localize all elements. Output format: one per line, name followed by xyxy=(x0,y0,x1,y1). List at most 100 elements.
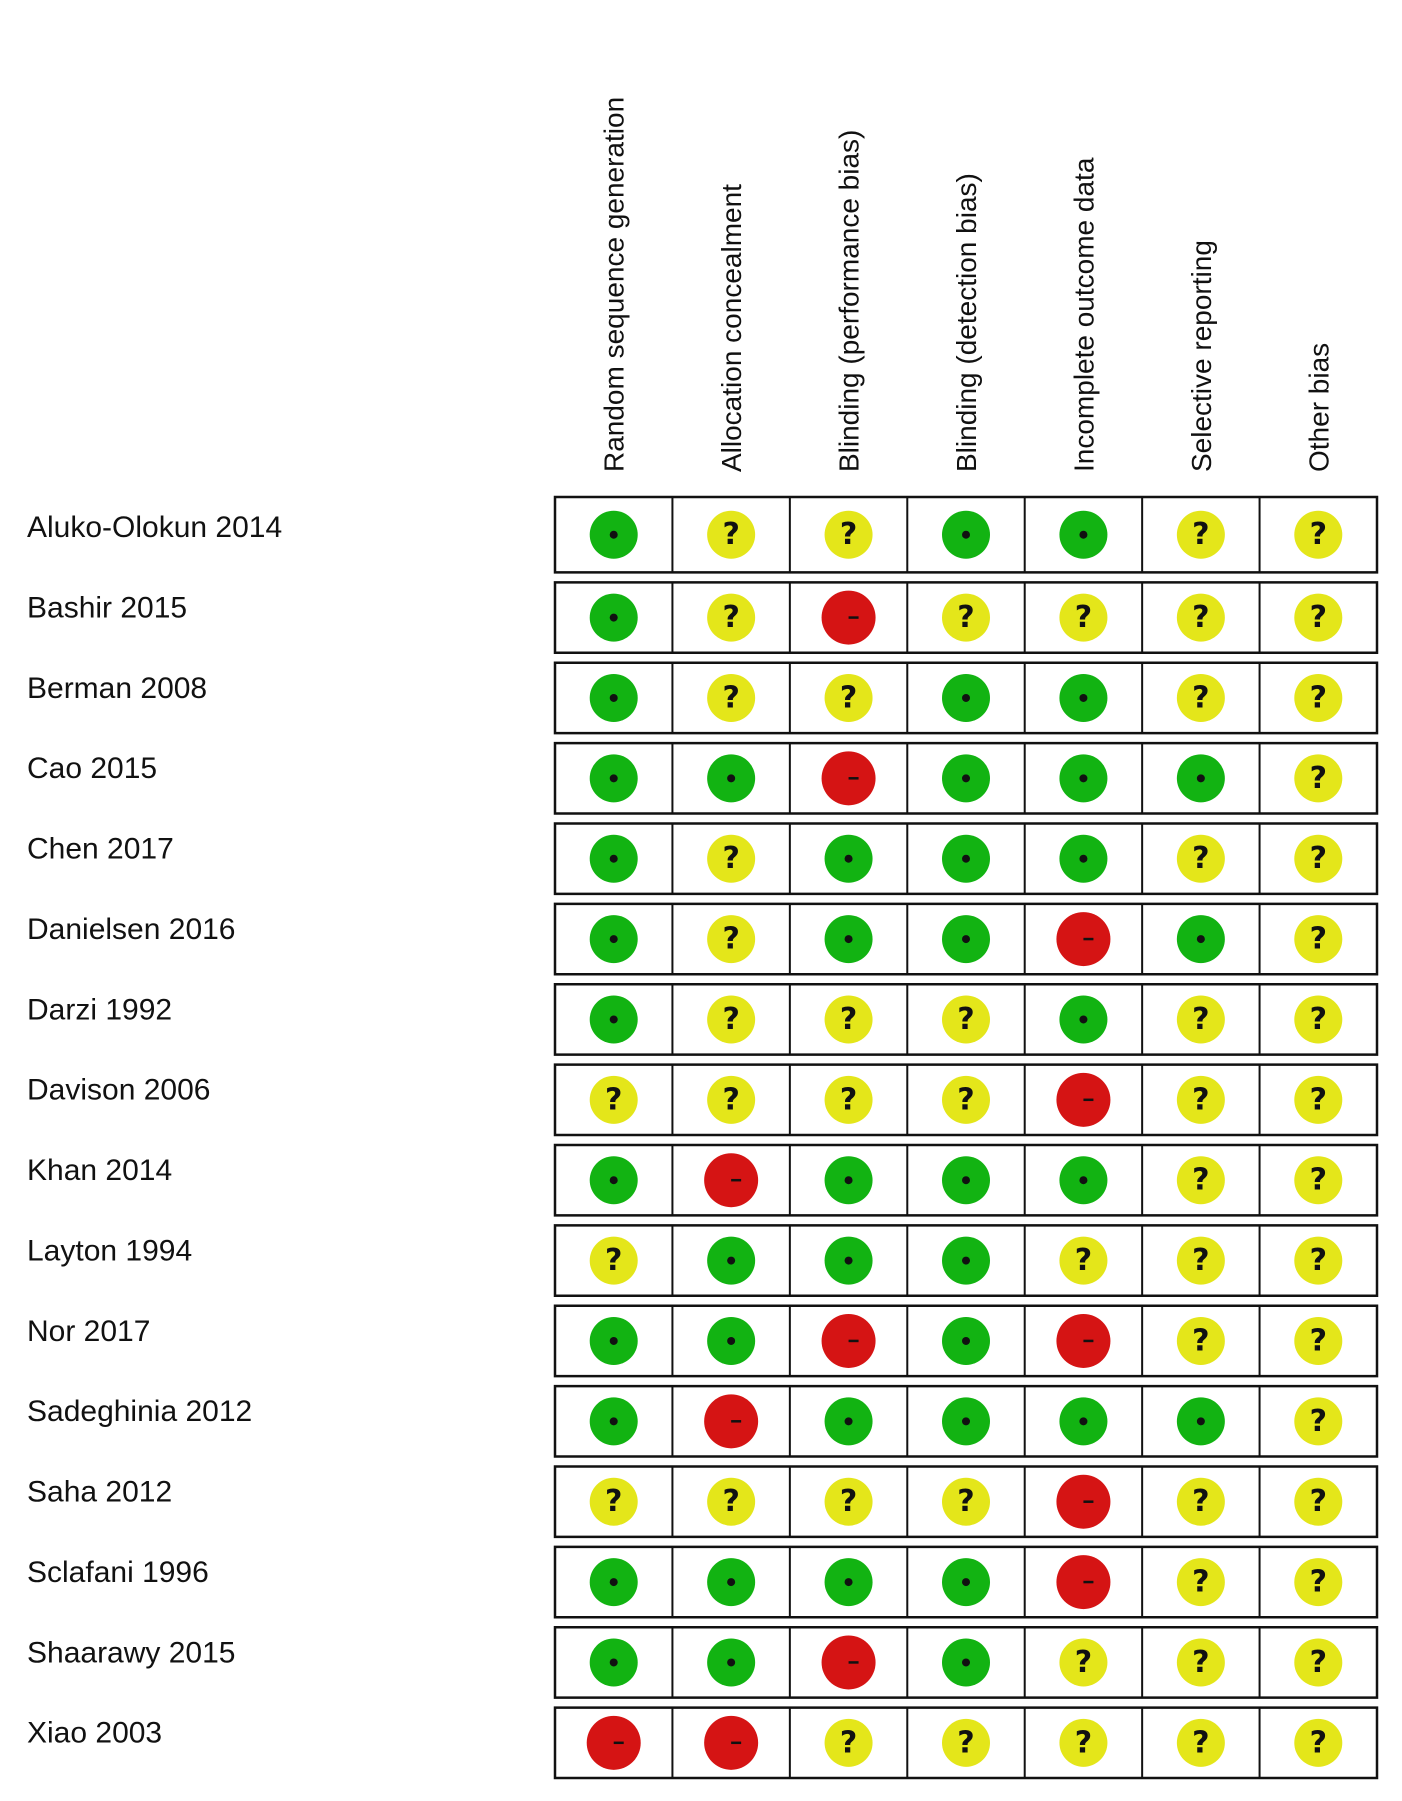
unclear-symbol: ? xyxy=(957,600,974,635)
table-row: ???? xyxy=(553,495,1379,574)
rating-low-mark xyxy=(589,915,638,964)
study-label: Cao 2015 xyxy=(27,752,157,785)
rating-unclear-mark: ? xyxy=(824,1477,873,1526)
study-label: Nor 2017 xyxy=(27,1315,150,1348)
column-header: Incomplete outcome data xyxy=(1068,157,1099,472)
low-symbol-dot xyxy=(727,1658,736,1667)
unclear-symbol: ? xyxy=(1075,1243,1092,1278)
rating-circle xyxy=(707,834,756,883)
study-label: Xiao 2003 xyxy=(27,1717,162,1750)
rating-low-mark xyxy=(707,1236,756,1285)
low-symbol-dot xyxy=(962,1336,970,1345)
rating-circle xyxy=(707,593,756,642)
rating-high-mark xyxy=(704,1394,759,1449)
row-border xyxy=(553,495,1379,574)
row-border xyxy=(553,1545,1379,1619)
study-label: Layton 1994 xyxy=(27,1234,192,1267)
rating-low-mark xyxy=(942,1558,990,1607)
rating-low-mark xyxy=(824,1156,873,1205)
unclear-symbol: ? xyxy=(1310,922,1327,957)
rating-circle xyxy=(1176,995,1225,1044)
rating-unclear-mark: ? xyxy=(1176,1477,1225,1526)
unclear-symbol: ? xyxy=(1310,680,1327,715)
study-label: Darzi 1992 xyxy=(27,993,172,1026)
rating-low-mark xyxy=(824,1397,873,1446)
unclear-symbol: ? xyxy=(957,1002,974,1037)
table-row: ?? xyxy=(553,902,1379,976)
rating-unclear-mark: ? xyxy=(1176,1236,1225,1285)
column-header: Blinding (performance bias) xyxy=(834,130,865,472)
rating-low-mark xyxy=(589,1316,638,1365)
low-symbol-dot xyxy=(609,774,618,783)
study-label: Davison 2006 xyxy=(27,1074,210,1107)
low-symbol-dot xyxy=(609,1578,618,1587)
low-symbol-dot xyxy=(844,854,853,863)
unclear-symbol: ? xyxy=(605,1484,622,1519)
rating-unclear-mark: ? xyxy=(824,673,873,722)
unclear-symbol: ? xyxy=(1192,517,1209,552)
rating-unclear-mark: ? xyxy=(1294,593,1343,642)
rating-unclear-mark: ? xyxy=(1176,673,1225,722)
low-symbol-dot xyxy=(1196,1417,1205,1426)
rating-low-mark xyxy=(1059,754,1108,803)
rating-unclear-mark: ? xyxy=(1294,754,1343,803)
low-symbol-dot xyxy=(1079,1417,1088,1426)
unclear-symbol: ? xyxy=(605,1082,622,1117)
rating-circle xyxy=(1176,593,1225,642)
low-symbol-dot xyxy=(609,1417,618,1426)
column-header: Selective reporting xyxy=(1186,240,1217,472)
study-label: Danielsen 2016 xyxy=(27,913,236,946)
unclear-symbol: ? xyxy=(1310,841,1327,876)
unclear-symbol: ? xyxy=(957,1725,974,1760)
rating-high-mark xyxy=(586,1715,641,1770)
rating-circle xyxy=(1176,1156,1225,1205)
table-row: ?????? xyxy=(553,1063,1379,1137)
rating-unclear-mark: ? xyxy=(1176,1156,1225,1205)
rating-low-mark xyxy=(707,1558,756,1607)
rating-unclear-mark: ? xyxy=(707,995,756,1044)
unclear-symbol: ? xyxy=(840,1725,857,1760)
rating-low-mark xyxy=(707,1638,756,1687)
rating-circle xyxy=(707,995,756,1044)
table-row: ? xyxy=(553,1384,1379,1458)
low-symbol-dot xyxy=(609,530,618,539)
rating-circle xyxy=(1059,1718,1108,1767)
rating-unclear-mark: ? xyxy=(942,1075,990,1124)
rating-circle xyxy=(942,995,990,1044)
row-border xyxy=(553,741,1379,815)
rating-low-mark xyxy=(707,1316,756,1365)
rating-circle xyxy=(1294,1075,1343,1124)
unclear-symbol: ? xyxy=(840,1002,857,1037)
rating-low-mark xyxy=(942,510,990,559)
rating-unclear-mark: ? xyxy=(707,834,756,883)
table-row: ?????? xyxy=(553,1465,1379,1539)
rating-unclear-mark: ? xyxy=(589,1075,638,1124)
unclear-symbol: ? xyxy=(1310,600,1327,635)
unclear-symbol: ? xyxy=(1310,1323,1327,1358)
rating-low-mark xyxy=(589,834,638,883)
row-border xyxy=(553,822,1379,896)
low-symbol-dot xyxy=(609,613,618,622)
rating-unclear-mark: ? xyxy=(707,593,756,642)
unclear-symbol: ? xyxy=(1192,1082,1209,1117)
rating-unclear-mark: ? xyxy=(1294,995,1343,1044)
rating-unclear-mark: ? xyxy=(1294,673,1343,722)
low-symbol-dot xyxy=(1079,1176,1088,1185)
table-row: ?? xyxy=(553,1545,1379,1619)
rating-unclear-mark: ? xyxy=(1059,593,1108,642)
study-label: Saha 2012 xyxy=(27,1476,172,1509)
unclear-symbol: ? xyxy=(840,680,857,715)
unclear-symbol: ? xyxy=(1310,517,1327,552)
unclear-symbol: ? xyxy=(1192,600,1209,635)
rating-low-mark xyxy=(824,915,873,964)
row-border xyxy=(553,581,1379,654)
unclear-symbol: ? xyxy=(840,517,857,552)
unclear-symbol: ? xyxy=(1310,1002,1327,1037)
unclear-symbol: ? xyxy=(1192,1645,1209,1680)
rating-low-mark xyxy=(589,593,638,642)
table-row: ?? xyxy=(553,1143,1379,1217)
rating-unclear-mark: ? xyxy=(1294,915,1343,964)
column-headers: Random sequence generation Allocation con… xyxy=(599,97,1335,472)
table-row: ? xyxy=(553,741,1379,815)
unclear-symbol: ? xyxy=(1075,1645,1092,1680)
